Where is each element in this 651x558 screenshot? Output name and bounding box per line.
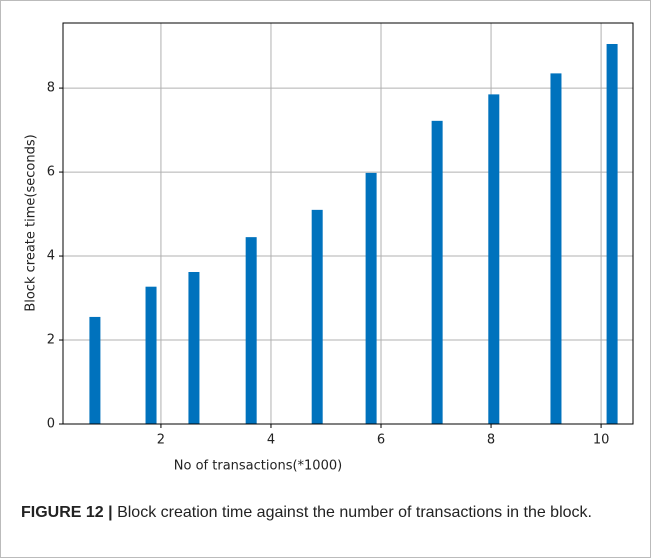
bar (89, 316, 101, 424)
x-tick-label: 2 (157, 433, 165, 448)
caption: FIGURE 12 | Block creation time against … (21, 501, 621, 525)
bar (311, 209, 323, 424)
x-axis-label: No of transactions(*1000) (174, 459, 342, 474)
y-tick-label: 4 (47, 249, 55, 264)
x-tick-label: 8 (487, 433, 495, 448)
x-tick-label: 6 (377, 433, 385, 448)
bar (431, 120, 443, 424)
bar (245, 237, 257, 424)
bar (606, 43, 618, 425)
y-tick-label: 0 (47, 417, 55, 432)
y-tick-label: 6 (47, 165, 55, 180)
y-tick-label: 2 (47, 333, 55, 348)
bar (145, 286, 157, 424)
x-tick-label: 10 (593, 433, 610, 448)
caption-text: Block creation time against the number o… (117, 504, 592, 521)
x-tick-label: 4 (267, 433, 275, 448)
plot-frame (62, 22, 634, 425)
bar (488, 94, 500, 424)
bar (365, 172, 377, 424)
caption-label: FIGURE 12 | (21, 504, 113, 521)
y-axis-label: Block create time(seconds) (24, 134, 39, 311)
bar (550, 73, 562, 424)
bar (188, 271, 200, 424)
chart: No of transactions(*1000) Block create t… (24, 22, 634, 474)
y-tick-label: 8 (47, 81, 55, 96)
